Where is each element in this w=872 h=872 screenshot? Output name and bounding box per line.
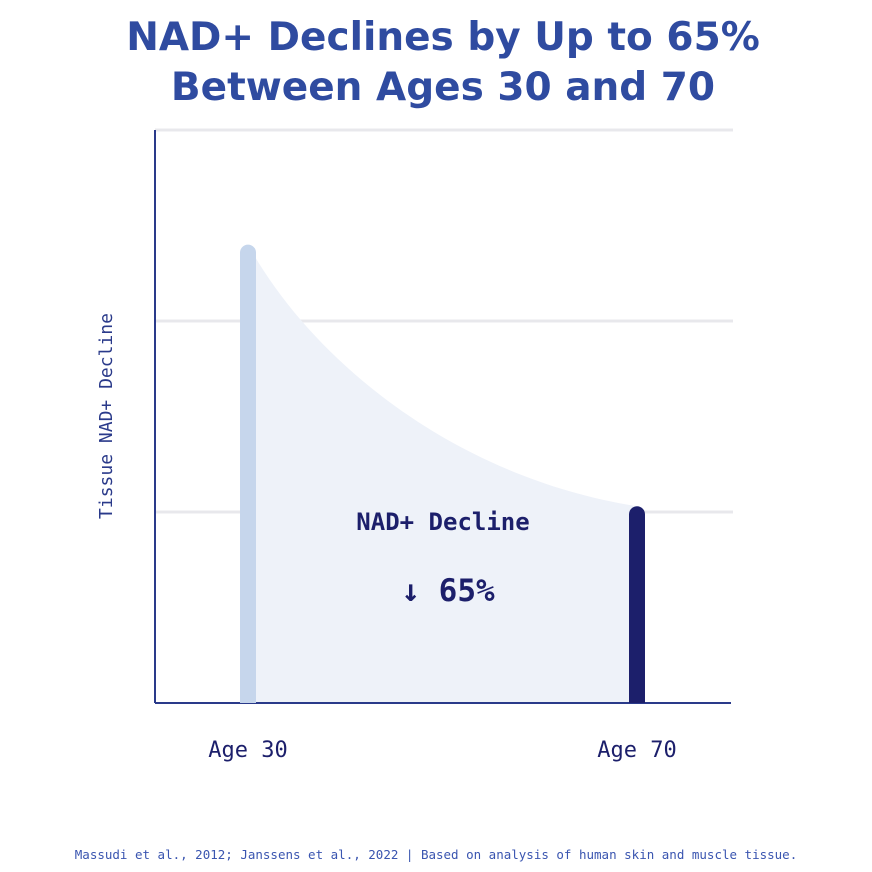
x-tick-label: Age 70 [597,738,676,763]
bar [240,244,256,703]
x-tick-label: Age 30 [208,738,287,763]
chart-title: NAD+ Declines by Up to 65% [126,15,760,60]
chart-title: Between Ages 30 and 70 [171,65,715,110]
annotation: NAD+ Decline [356,508,529,536]
bar [629,506,645,703]
decline-area [248,244,637,703]
annotation: ↓ 65% [401,573,495,609]
y-axis-label: Tissue NAD+ Decline [96,313,117,519]
source-note: Massudi et al., 2012; Janssens et al., 2… [75,847,797,862]
